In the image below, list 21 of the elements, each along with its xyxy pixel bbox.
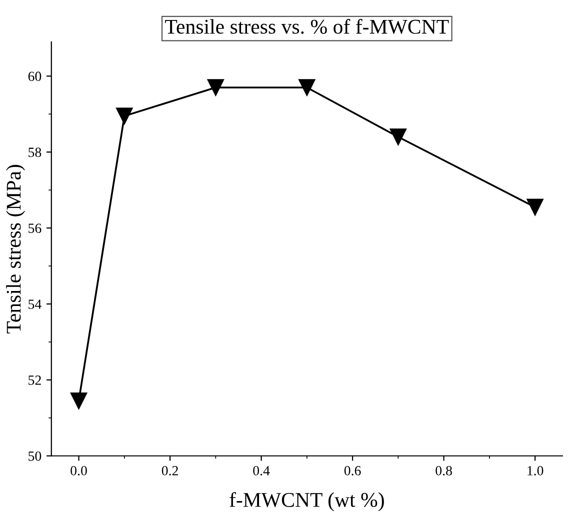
point <box>526 198 544 216</box>
x-tick-label: 0.8 <box>436 466 452 476</box>
point <box>390 128 407 146</box>
x-tick-label: 0.2 <box>162 466 178 476</box>
chart-title: Tensile stress vs. % of f-MWCNT <box>165 18 449 34</box>
y-tick-label: 54 <box>28 300 42 309</box>
y-axis-title: Tensile stress (MPa) <box>6 164 25 334</box>
y-tick-label: 60 <box>28 72 42 82</box>
point <box>70 392 88 410</box>
x-tick-label: 0.6 <box>344 466 361 476</box>
x-tick-label: 0.4 <box>253 466 270 476</box>
x-tick-label: 0.0 <box>70 466 87 476</box>
point <box>207 79 224 96</box>
point <box>298 79 316 96</box>
y-tick-label: 50 <box>28 451 42 461</box>
y-tick-label: 56 <box>28 224 42 233</box>
y-tick-label: 58 <box>28 148 42 158</box>
point <box>116 108 133 124</box>
x-tick-label: 1.0 <box>528 466 544 476</box>
x-axis-title: f-MWCNT (wt %) <box>230 492 384 512</box>
y-tick-label: 52 <box>28 376 41 385</box>
